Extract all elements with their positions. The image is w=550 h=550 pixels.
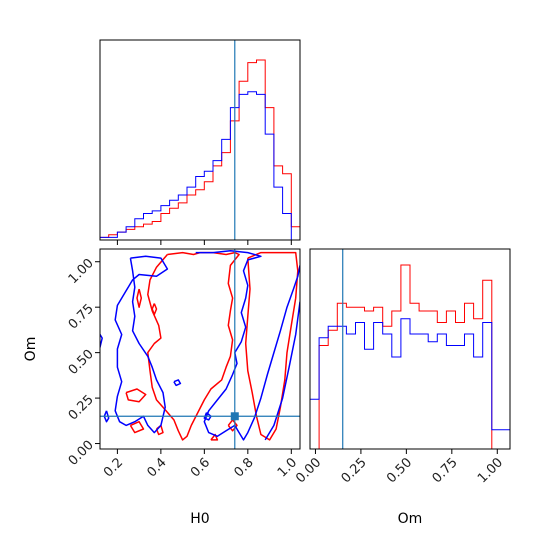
hist-om-x-tick-label: 0.00 [293, 455, 324, 486]
contour-red-path [227, 419, 238, 432]
hist-om-x-ticks: 0.00 0.25 0.50 0.75 1.00 [293, 449, 506, 486]
hist-h0-red-series [99, 59, 301, 240]
hist-om-blue-series [309, 318, 511, 449]
contour-red-path [136, 288, 143, 308]
hist-om-x-tick-label: 0.50 [384, 455, 415, 486]
contour-y-tick-label: 0.75 [66, 301, 97, 332]
contour-red-path [129, 420, 145, 434]
contour-red-path [210, 433, 219, 441]
hist-h0-series [99, 59, 301, 241]
x-axis-title-h0: H0 [190, 511, 209, 527]
contour-blue-path [195, 250, 300, 441]
contour-blue-path [264, 301, 300, 441]
contour-y-ticks: 0.00 0.25 0.50 0.75 1.00 [66, 256, 100, 469]
contour-blue-path [173, 379, 182, 387]
contour-x-tick-label: 0.4 [144, 455, 169, 480]
contour-x-tick-label: 0.2 [101, 455, 126, 480]
hist-h0-frame [99, 39, 301, 241]
contour-x-tick-label: 0.6 [188, 455, 213, 480]
contour-red-path [147, 251, 240, 441]
contour-red-path [125, 388, 147, 403]
contour-red-path [151, 303, 158, 316]
hist-om-frame [309, 248, 511, 450]
contour-red-path [244, 251, 299, 441]
x-axis-title-om: Om [398, 511, 423, 527]
hist-h0-ticks [116, 240, 292, 245]
contour-y-tick-label: 0.25 [66, 392, 97, 423]
hist-om-x-tick-label: 1.00 [475, 455, 506, 486]
hist-h0-panel [99, 39, 301, 245]
contour-x-ticks: 0.2 0.4 0.6 0.8 1.0 [101, 449, 300, 480]
hist-om-series [309, 264, 511, 450]
contour-y-tick-label: 0.50 [66, 347, 97, 378]
contour-truth-marker [230, 412, 239, 421]
contour-series [100, 250, 300, 441]
hist-h0-blue-series [99, 91, 300, 241]
y-axis-title-om: Om [23, 337, 39, 362]
hist-om-x-tick-label: 0.75 [430, 455, 461, 486]
contour-frame [99, 248, 301, 450]
contour-truth-lines [100, 249, 300, 449]
contour-blue-path [103, 410, 110, 423]
contour-blue-path [100, 332, 103, 348]
contour-panel-h0-om: 0.2 0.4 0.6 0.8 1.0 0.000.250.500.751.00 [66, 248, 301, 480]
contour-y-tick-label: 1.00 [66, 256, 97, 287]
contour-blue-path [114, 255, 169, 434]
hist-om-panel: 0.00 0.25 0.50 0.75 1.00 [293, 248, 511, 486]
contour-x-tick-label: 0.8 [231, 455, 256, 480]
hist-om-x-tick-label: 0.25 [339, 455, 370, 486]
hist-om-red-series [310, 264, 510, 450]
contour-y-tick-label: 0.00 [66, 438, 97, 469]
